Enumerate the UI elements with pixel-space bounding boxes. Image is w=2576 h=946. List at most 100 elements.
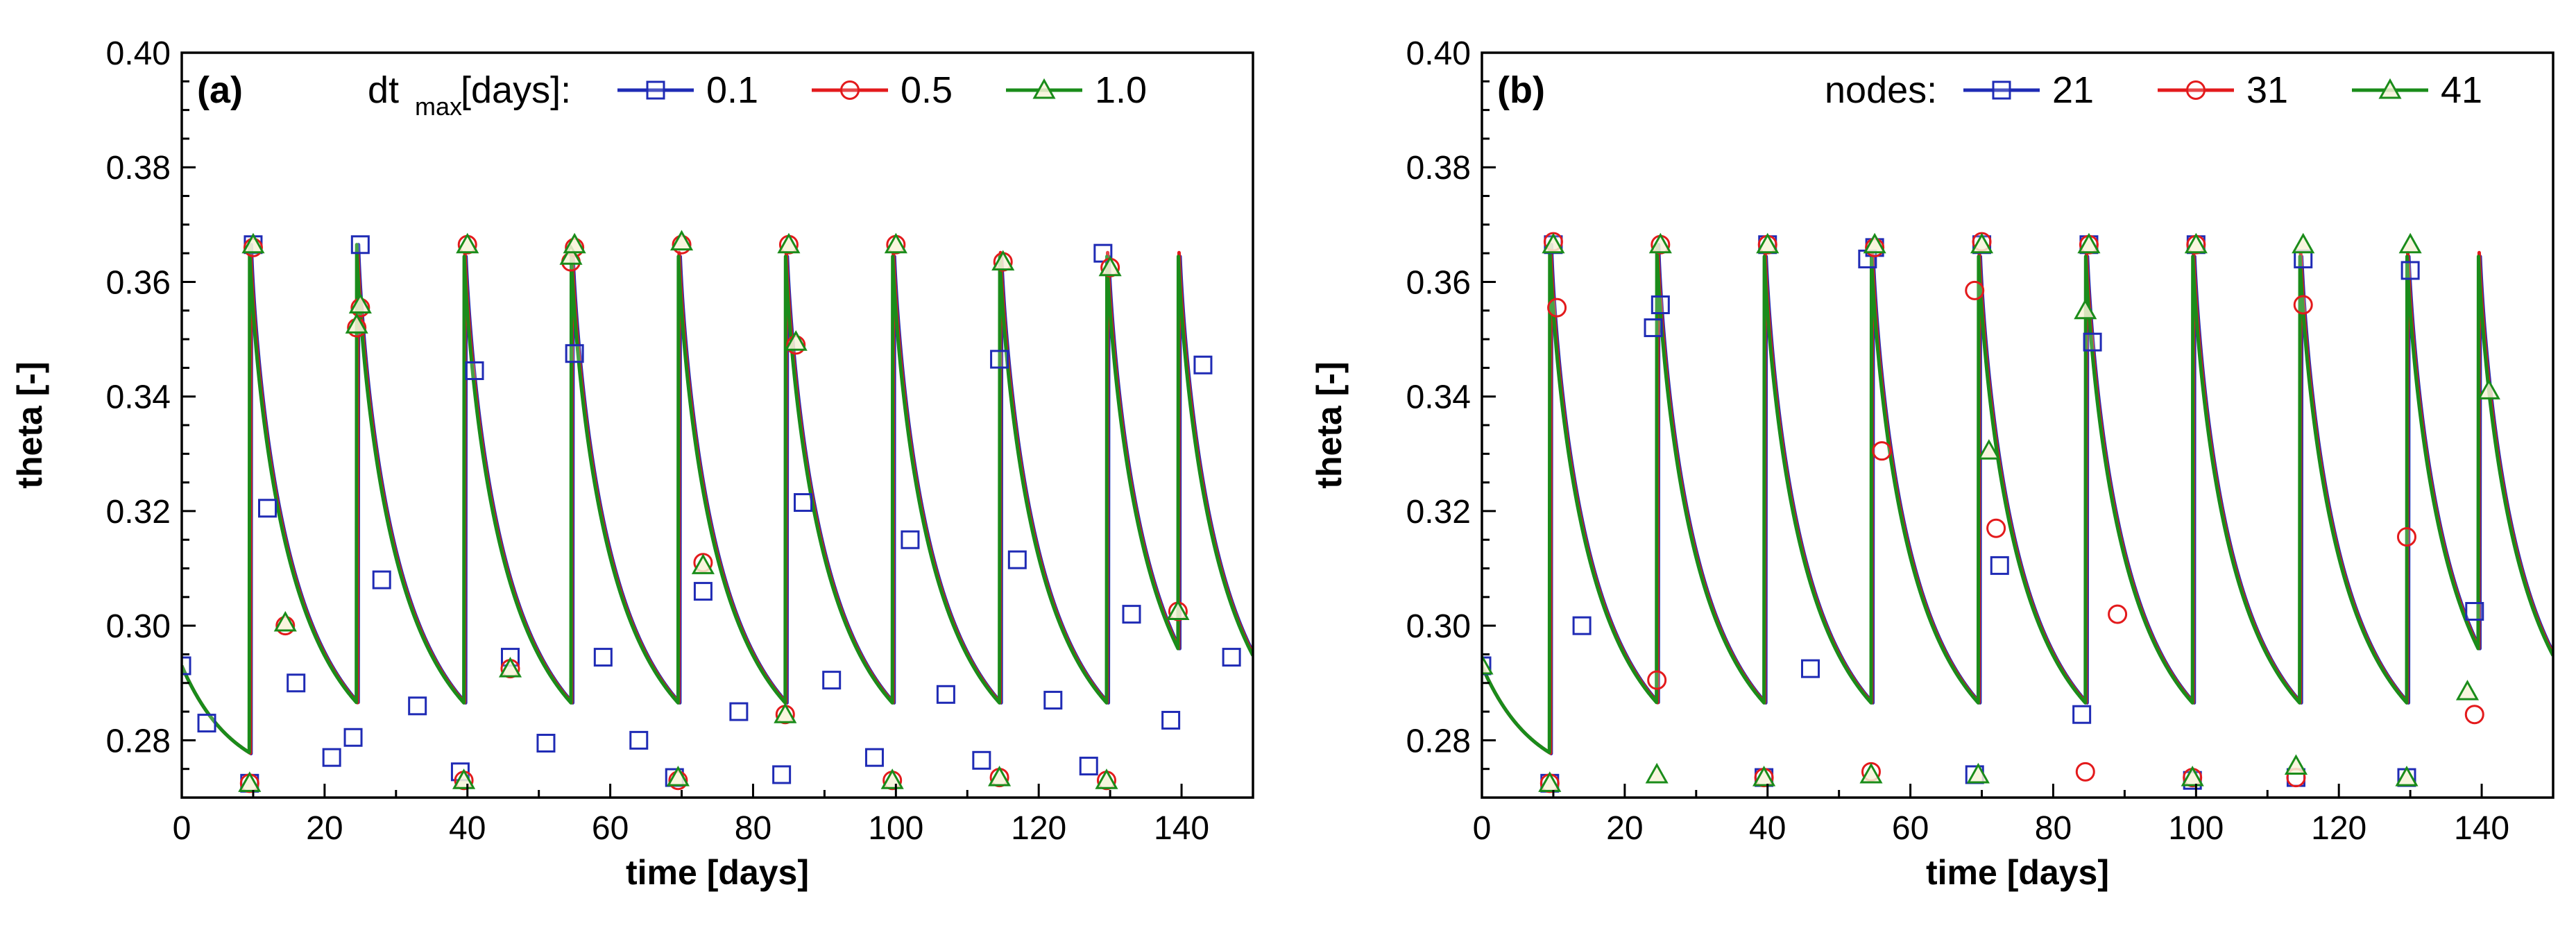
data-point-marker	[1222, 648, 1241, 667]
data-point-marker	[2294, 249, 2313, 268]
data-point-marker	[182, 656, 191, 676]
legend-title-suffix: [days]:	[461, 69, 571, 111]
data-point-marker	[1648, 232, 1672, 254]
plot-area	[1482, 232, 2553, 793]
y-tick-label: 0.28	[106, 723, 171, 759]
data-point-marker	[1542, 232, 1565, 254]
data-point-marker	[2464, 705, 2484, 725]
data-point-marker	[1965, 280, 1985, 300]
data-point-marker	[498, 657, 522, 678]
data-point-marker	[536, 734, 556, 753]
legend-label-1.0: 1.0	[1095, 69, 1147, 111]
data-point-marker	[1800, 659, 1820, 678]
x-tick-label: 0	[173, 810, 191, 847]
data-point-marker	[1647, 670, 1667, 690]
data-point-marker	[452, 768, 476, 789]
y-tick-label: 0.40	[1406, 35, 1471, 72]
data-point-marker	[2284, 754, 2308, 775]
data-point-marker	[273, 610, 297, 632]
y-tick-label: 0.38	[1406, 150, 1471, 187]
data-point-marker	[2398, 232, 2422, 254]
data-point-marker	[322, 748, 341, 767]
data-point-marker	[2465, 602, 2484, 621]
panel-a: 0 20 40 60 80 100 120 140 0.28 0.30 0.32 0.34 0.36 0.…	[10, 35, 1254, 892]
data-point-marker	[1858, 249, 1877, 268]
y-axis-title: theta [-]	[1310, 361, 1349, 488]
series-line-31	[1482, 250, 2553, 755]
y-tick-label: 0.36	[106, 264, 171, 301]
panel-label: (b)	[1497, 69, 1545, 111]
y-tick-label: 0.28	[1406, 723, 1471, 759]
data-point-marker	[1122, 605, 1141, 624]
data-point-marker	[666, 766, 690, 786]
y-tick-label: 0.34	[106, 379, 171, 416]
data-point-marker	[691, 553, 715, 574]
y-tick-label: 0.32	[106, 494, 171, 531]
legend: nodes: 21 31 41	[1825, 69, 2482, 111]
data-point-marker	[1650, 295, 1670, 315]
data-point-marker	[777, 232, 801, 254]
data-point-marker	[1966, 762, 1990, 784]
data-point-marker	[972, 750, 991, 770]
data-point-marker	[2186, 80, 2206, 100]
data-point-marker	[1547, 298, 1567, 318]
data-point-marker	[990, 350, 1009, 369]
data-point-marker	[988, 766, 1012, 786]
y-tick-label: 0.40	[106, 35, 171, 72]
data-point-marker	[1863, 232, 1886, 254]
data-point-marker	[794, 493, 813, 513]
data-point-marker	[2083, 332, 2102, 352]
data-point-marker	[1992, 80, 2011, 100]
data-point-marker	[2181, 766, 2204, 786]
data-point-marker	[2184, 232, 2208, 254]
data-point-marker	[2477, 379, 2500, 399]
legend-title-subscript: max	[415, 92, 462, 121]
data-point-marker	[1872, 441, 1892, 461]
legend-title: nodes:	[1825, 69, 1937, 111]
data-point-marker	[2455, 680, 2480, 700]
x-tick-label: 60	[592, 810, 629, 847]
data-point-marker	[343, 728, 363, 747]
data-point-marker	[2074, 298, 2097, 320]
legend: dt max [days]: 0.1 0.5 1.0	[368, 69, 1147, 121]
data-point-marker	[350, 235, 370, 255]
data-point-marker	[1990, 556, 2009, 575]
panel-label: (a)	[197, 69, 243, 111]
x-tick-label: 40	[449, 810, 486, 847]
data-point-marker	[2395, 766, 2419, 786]
data-point-marker	[238, 771, 262, 792]
x-tick-label: 20	[306, 810, 343, 847]
data-point-marker	[408, 696, 427, 716]
x-tick-label: 20	[1606, 810, 1643, 847]
data-point-marker	[1193, 355, 1213, 375]
data-point-marker	[563, 232, 586, 254]
data-point-marker	[456, 232, 479, 254]
y-tick-label: 0.30	[1406, 608, 1471, 645]
x-tick-label: 40	[1749, 810, 1786, 847]
data-point-marker	[1095, 768, 1118, 789]
data-point-marker	[287, 673, 306, 693]
data-point-marker	[559, 244, 583, 265]
data-point-marker	[901, 530, 920, 549]
data-point-marker	[1572, 616, 1592, 635]
data-point-marker	[840, 80, 860, 100]
legend-label-0.1: 0.1	[706, 69, 758, 111]
data-point-marker	[565, 344, 584, 363]
data-point-marker	[774, 703, 797, 723]
x-tick-label: 60	[1892, 810, 1929, 847]
series-markers-41	[1482, 232, 2500, 792]
y-tick-label: 0.36	[1406, 264, 1471, 301]
data-point-marker	[864, 748, 884, 767]
series-markers-31	[1539, 232, 2484, 793]
series-line-0.1	[182, 243, 1253, 756]
data-point-marker	[1986, 518, 2006, 538]
legend-label-0.5: 0.5	[901, 69, 953, 111]
data-point-marker	[1977, 439, 2001, 460]
y-tick-label: 0.38	[106, 150, 171, 187]
data-point-marker	[1098, 255, 1122, 277]
data-point-marker	[822, 671, 842, 690]
series-line-41	[1482, 243, 2553, 755]
legend-title: dt	[368, 69, 399, 111]
x-tick-label: 120	[2311, 810, 2366, 847]
data-point-marker	[784, 330, 808, 351]
